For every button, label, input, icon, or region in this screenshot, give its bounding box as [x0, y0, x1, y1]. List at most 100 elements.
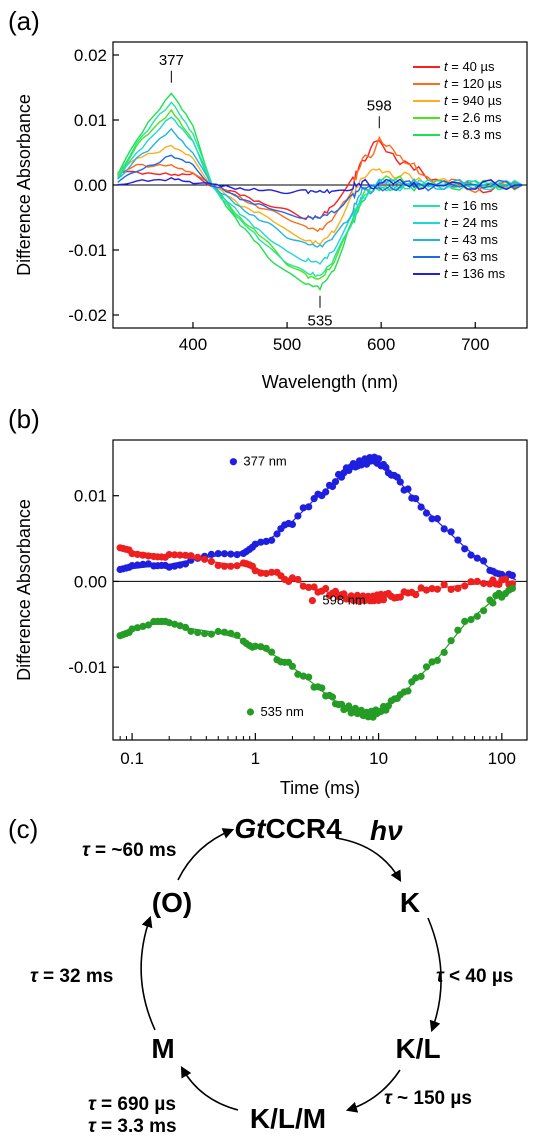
- legend-entry-2: t = 940 µs: [444, 93, 502, 108]
- legend-entry-t: t: [444, 110, 449, 125]
- panel-b-data-point-0: [473, 554, 481, 562]
- tau-label-1: τ = ~60 ms: [82, 840, 176, 861]
- panel-b-data-point-1: [422, 586, 431, 594]
- panel-a-annotation-label: 598: [367, 97, 392, 114]
- node-o: (O): [152, 887, 192, 918]
- tau-symbol-5: τ: [30, 966, 39, 987]
- panel-b-data-point-1: [165, 551, 173, 559]
- panel-b-data-point-0: [233, 551, 241, 559]
- panel-a-spectra-chart: (a) 400 500 600 700 0.02 0.01 0.00 -0.01 -0.02 3…: [8, 6, 528, 392]
- arrow-kl-to-klm: [345, 1069, 401, 1113]
- panel-b-data-point-1: [433, 585, 441, 593]
- panel-b-data-point-2: [144, 621, 152, 629]
- panel-b-data-point-1: [322, 584, 330, 593]
- panel-b-data-point-0: [433, 515, 441, 523]
- panel-b-data-point-0: [165, 563, 173, 571]
- arrow-k-to-kl: [427, 917, 442, 1033]
- panel-b-data-point-1: [268, 568, 276, 576]
- tau-label-3: τ ~ 150 µs: [384, 1088, 472, 1109]
- panel-b-data-point-1: [201, 555, 209, 563]
- panel-a-series-line-3: [117, 108, 523, 280]
- panel-b-data-point-1: [467, 578, 475, 586]
- panel-b-data-point-1: [447, 585, 455, 594]
- tau-value-3: ~ 150 µs: [392, 1088, 472, 1109]
- panel-b-data-point-2: [422, 663, 431, 671]
- panel-b-data-point-2: [139, 622, 147, 631]
- tau-symbol-2: τ: [436, 966, 445, 987]
- panel-b-legend-marker-1: [308, 596, 316, 605]
- panel-b-data-point-2: [433, 656, 441, 665]
- panel-b-data-point-1: [176, 551, 184, 559]
- light-label-hv: hν: [370, 815, 403, 846]
- legend-entry-value: = 136 ms: [448, 266, 506, 281]
- legend-entry-t: t: [444, 76, 449, 91]
- tau-value-2: < 40 µs: [444, 966, 514, 987]
- panel-b-data-point-1: [227, 562, 235, 570]
- tau-label-4b: τ = 3.3 ms: [88, 1116, 177, 1137]
- panel-b-data-point-0: [257, 538, 265, 546]
- panel-a-annotation-label: 535: [307, 313, 332, 330]
- node-m: M: [151, 1033, 174, 1064]
- node-gtccr4: GtCCR4: [234, 813, 342, 844]
- panel-b-data-point-0: [273, 530, 281, 538]
- panel-b-data-point-0: [331, 478, 340, 486]
- panel-a-y-tick-label: 0.02: [74, 46, 107, 65]
- panel-b-data-point-1: [181, 551, 190, 559]
- panel-b-kinetics-chart: (b) 0.1 1 10 100 0.01 0.00 -0.01 377 nm 598 nm 5…: [8, 404, 528, 798]
- panel-b-data-point-2: [461, 617, 469, 626]
- panel-b-x-axis-title: Time (ms): [280, 778, 360, 798]
- panel-b-data-point-1: [473, 577, 481, 586]
- panel-b-series-label-0: 377 nm: [243, 454, 286, 469]
- panel-b-x-tick-label: 100: [488, 749, 516, 768]
- panel-b-data-point-1: [133, 550, 142, 559]
- legend-entry-5: t = 16 ms: [444, 198, 498, 213]
- panel-b-legend-marker-0: [229, 458, 237, 466]
- panel-a-label: (a): [8, 6, 40, 36]
- legend-entry-4: t = 8.3 ms: [444, 127, 502, 142]
- panel-b-data-point-2: [404, 687, 412, 695]
- panel-b-data-point-2: [227, 629, 235, 637]
- panel-b-data-point-2: [220, 628, 229, 636]
- panel-b-data-point-0: [322, 488, 330, 496]
- panel-a-x-tick-label: 700: [461, 335, 489, 354]
- legend-entry-value: = 2.6 ms: [448, 110, 502, 125]
- tau-symbol-4a: τ: [88, 1094, 97, 1115]
- panel-b-data-point-2: [467, 616, 475, 624]
- tau-value-5: = 32 ms: [38, 966, 114, 987]
- panel-b-data-point-2: [328, 693, 337, 701]
- panel-b-data-point-1: [396, 593, 404, 601]
- panel-a-series-line-7: [117, 127, 523, 248]
- node-k: K: [400, 887, 420, 918]
- panel-b-data-point-1: [128, 550, 136, 558]
- panel-b-data-point-2: [288, 662, 296, 670]
- panel-b-data-point-1: [440, 580, 448, 589]
- legend-entry-value: = 43 ms: [448, 232, 499, 247]
- panel-b-data-point-2: [412, 674, 420, 682]
- panel-b-data-point-1: [417, 584, 425, 592]
- panel-b-data-point-0: [480, 557, 488, 565]
- panel-b-data-point-0: [404, 485, 412, 493]
- panel-b-data-point-1: [233, 562, 241, 570]
- panel-b-data-point-0: [128, 562, 136, 570]
- tau-label-4a: τ = 690 µs: [88, 1094, 176, 1115]
- arrow-o-to-gtccr4: [177, 828, 235, 881]
- node-gtccr4-rest: CCR4: [265, 813, 342, 844]
- panel-b-data-point-0: [227, 550, 235, 558]
- panel-b-data-point-1: [214, 561, 222, 570]
- tau-symbol-1: τ: [82, 840, 91, 861]
- panel-b-data-point-1: [428, 585, 436, 593]
- panel-b-data-point-2: [176, 622, 184, 630]
- panel-b-data-point-0: [251, 540, 259, 548]
- legend-entry-3: t = 2.6 ms: [444, 110, 502, 125]
- panel-b-data-point-0: [440, 525, 448, 533]
- panel-b-data-point-2: [318, 684, 326, 692]
- arrow-klm-to-m: [180, 1066, 239, 1111]
- panel-b-data-point-0: [396, 478, 404, 486]
- panel-b-data-point-1: [288, 574, 296, 582]
- panel-b-data-point-0: [461, 545, 469, 553]
- panel-b-data-point-1: [171, 551, 179, 559]
- panel-a-series-line-8: [117, 154, 523, 221]
- panel-a-x-tick-label: 400: [179, 335, 207, 354]
- panel-b-data-point-2: [262, 644, 270, 652]
- panel-b-data-point-0: [144, 560, 152, 568]
